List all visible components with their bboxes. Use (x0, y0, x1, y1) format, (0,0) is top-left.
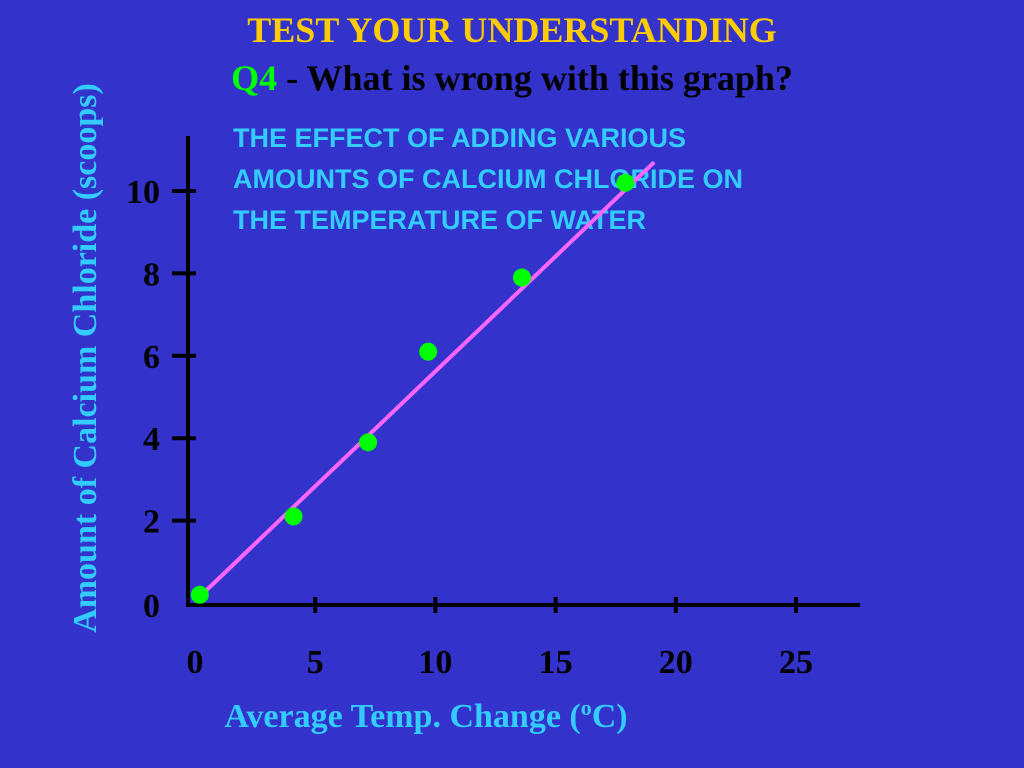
data-point (359, 433, 378, 452)
chart-title-line: THE EFFECT OF ADDING VARIOUS (233, 123, 686, 153)
x-tick-label: 15 (539, 644, 573, 681)
trendline (196, 160, 656, 601)
x-axis-title-suffix: C) (592, 698, 628, 735)
x-axis-title-superscript: o (581, 695, 592, 720)
data-points (190, 173, 635, 604)
trendline-group (196, 160, 656, 601)
x-tick-label: 20 (659, 644, 693, 681)
x-tick-label: 0 (187, 644, 204, 681)
slide-heading: TEST YOUR UNDERSTANDING (247, 10, 777, 50)
x-tick-label: 25 (779, 644, 813, 681)
slide-question: Q4 - What is wrong with this graph? (0, 58, 1024, 98)
y-tick-label: 8 (143, 256, 160, 293)
y-tick-label: 6 (143, 339, 160, 376)
x-axis-title-main: Average Temp. Change ( (224, 698, 580, 735)
y-axis-title: Amount of Calcium Chloride (scoops) (67, 83, 104, 633)
y-tick-label: 10 (126, 174, 160, 211)
chart-title: THE EFFECT OF ADDING VARIOUS AMOUNTS OF C… (233, 123, 743, 235)
data-point (616, 173, 635, 192)
chart-ticks: 0 5 10 15 20 25 0 2 4 6 8 10 (126, 174, 813, 681)
x-axis-title: Average Temp. Change (oC) (224, 695, 627, 735)
data-point (512, 268, 531, 287)
data-point (419, 342, 438, 361)
chart-title-line: AMOUNTS OF CALCIUM CHLORIDE ON (233, 164, 743, 194)
question-number: Q4 (231, 58, 278, 98)
x-tick-label: 10 (418, 644, 452, 681)
y-tick-label: 4 (143, 421, 160, 458)
chart-axes (186, 136, 860, 607)
x-tick-label: 5 (307, 644, 324, 681)
chart-title-line: THE TEMPERATURE OF WATER (233, 205, 646, 235)
y-tick-label: 2 (143, 504, 160, 541)
y-tick-label: 0 (143, 588, 160, 625)
data-point (190, 585, 209, 604)
question-text: - What is wrong with this graph? (277, 58, 793, 98)
data-point (284, 507, 303, 526)
